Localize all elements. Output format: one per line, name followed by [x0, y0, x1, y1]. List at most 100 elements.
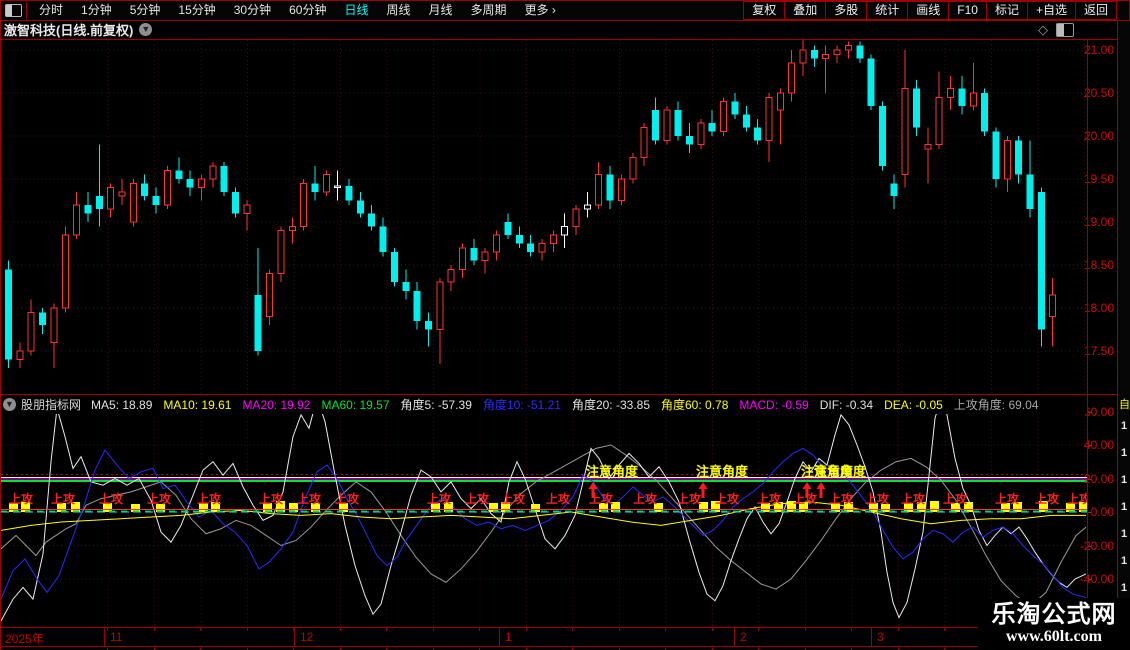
toolbar-button-返回[interactable]: 返回: [1074, 2, 1116, 19]
watermark-site-name: 乐淘公式网: [991, 601, 1117, 628]
month-separator: [104, 627, 105, 646]
price-tick-19.50: 19.50: [1083, 172, 1114, 186]
period-tab-周线[interactable]: 周线: [386, 3, 411, 17]
indicator-chart[interactable]: 上攻 上攻 上攻 上攻 上攻 上攻 上攻 上攻 上攻 上攻 上攻 上攻 上攻 上攻 上攻 上攻 上攻 上攻 上攻 上攻…: [1, 413, 1087, 627]
panel-divider-line: [0, 394, 1117, 395]
up-arrow-icon: [698, 482, 708, 498]
shanggong-label: 上攻: [51, 491, 76, 506]
toolbar-button-+自选[interactable]: +自选: [1026, 2, 1075, 19]
up-arrow-icon: [802, 482, 812, 498]
left-frame-line: [0, 0, 1, 650]
month-separator: [734, 627, 735, 646]
toolbar-button-画线[interactable]: 画线: [907, 2, 948, 19]
bottom-tick: [386, 648, 387, 650]
period-tab-1分钟[interactable]: 1分钟: [81, 3, 112, 17]
strip-digit: 1: [1121, 420, 1128, 432]
period-tab-30分钟[interactable]: 30分钟: [233, 3, 272, 17]
chart-top-line: [0, 39, 1117, 40]
shanggong-label: 上攻: [335, 491, 360, 506]
strip-digit: 1: [1121, 447, 1128, 459]
date-tick: [711, 627, 713, 631]
up-arrow-icon: [816, 482, 826, 498]
bottom-tick: [479, 648, 480, 650]
price-tick-18.00: 18.00: [1083, 301, 1114, 315]
toolbar-button-叠加[interactable]: 叠加: [784, 2, 825, 19]
date-label-month-2: 2: [740, 630, 747, 644]
indicator-tick-40.00: 40.00: [1083, 438, 1114, 452]
date-tick: [851, 627, 852, 631]
zhuyi-jiaodu-label: 注意角度: [814, 464, 867, 479]
date-tick: [479, 627, 480, 631]
shanggong-label: 上攻: [99, 491, 124, 506]
period-tab-15分钟[interactable]: 15分钟: [178, 3, 216, 17]
date-tick: [200, 627, 201, 631]
shanggong-label: 上攻: [546, 491, 571, 506]
date-label-year: 2025年: [5, 632, 44, 646]
main-candlestick-chart[interactable]: [1, 40, 1087, 394]
indicator-field-MA10: MA10: 19.61: [163, 397, 232, 412]
title-right-icons: ◇: [1038, 22, 1074, 38]
bottom-tick: [107, 648, 108, 650]
date-tick: [758, 627, 759, 631]
bottom-tick: [804, 648, 806, 650]
toolbar-button-复权[interactable]: 复权: [752, 3, 777, 17]
toolbar-button-多股[interactable]: 多股: [825, 2, 866, 19]
watermark-url: www.60lt.com: [1006, 628, 1102, 645]
period-tab-分时[interactable]: 分时: [39, 3, 64, 17]
bottom-tick: [851, 648, 852, 650]
period-tab-月线[interactable]: 月线: [428, 3, 453, 17]
date-label-month-11: 11: [110, 630, 123, 644]
indicator-field-MA5: MA5: 18.89: [91, 397, 153, 412]
date-tick: [339, 627, 341, 631]
chevron-down-icon[interactable]: ▼: [139, 23, 153, 36]
strip-digit: 1: [1121, 528, 1128, 540]
toolbar-button-统计[interactable]: 统计: [866, 2, 907, 19]
date-tick: [525, 627, 527, 631]
indicator-values: MA5: 18.89 MA10: 19.61 MA20: 19.92 MA60: 19…: [91, 396, 1049, 414]
indicator-chevron-icon[interactable]: ▼: [3, 398, 16, 411]
month-separator: [499, 627, 500, 646]
stock-title: 激智科技(日线.前复权): [4, 23, 134, 38]
date-tick: [386, 627, 387, 631]
date-tick: [665, 627, 666, 631]
top-toolbar: 分时 1分钟 5分钟 15分钟 30分钟 60分钟 日线 周线 月线 多周期 更多 › 复权 叠加 多股…: [0, 0, 1130, 21]
strip-digit: 1: [1121, 555, 1128, 567]
period-tab-日线[interactable]: 日线: [344, 3, 369, 17]
toolbar-button-F10[interactable]: F10: [948, 2, 986, 19]
price-tick-20.50: 20.50: [1083, 86, 1114, 100]
strip-digit: 1: [1121, 474, 1128, 486]
date-tick: [153, 627, 155, 631]
indicator-field-MACD: MACD: -0.59: [739, 397, 809, 412]
toolbar-button-标记[interactable]: 标记: [985, 2, 1027, 19]
shanggong-label: 上攻: [589, 491, 614, 506]
diamond-icon[interactable]: ◇: [1038, 22, 1048, 37]
up-arrow-icon: [588, 482, 598, 498]
indicator-field-MA20: MA20: 19.92: [242, 397, 311, 412]
date-tick: [944, 627, 945, 631]
shanggong-label: 上攻: [427, 491, 452, 506]
tick-dash: [1088, 411, 1092, 413]
indicator-field-MA60: MA60: 19.57: [321, 397, 390, 412]
date-tick: [618, 627, 620, 631]
strip-label: 自: [1119, 399, 1130, 411]
period-tab-更多 ›[interactable]: 更多 ›: [524, 3, 556, 17]
date-label-month-3: 3: [877, 630, 884, 644]
indicator-tick-20.00: 20.00: [1083, 471, 1114, 486]
shanggong-label: 上攻: [677, 491, 702, 506]
price-tick-19.00: 19.00: [1083, 215, 1114, 229]
month-separator: [871, 627, 872, 646]
panel-toggle-icon[interactable]: [5, 4, 22, 17]
date-axis-bottom-line: [0, 646, 1117, 647]
shanggong-label: 上攻: [147, 491, 172, 506]
tick-dash: [1088, 445, 1092, 446]
indicator-field-DEA: DEA: -0.05: [884, 397, 943, 412]
period-tab-5分钟[interactable]: 5分钟: [129, 3, 161, 17]
bottom-tick: [572, 648, 573, 650]
panel-layout-icon[interactable]: [1056, 23, 1074, 37]
period-tab-多周期[interactable]: 多周期: [470, 3, 507, 17]
period-tab-60分钟[interactable]: 60分钟: [289, 3, 327, 17]
indicator-field-上攻角度: 上攻角度: 69.04: [953, 397, 1039, 412]
date-tick: [572, 627, 573, 631]
price-tick-21.00: 21.00: [1083, 43, 1114, 57]
shanggong-label: 上攻: [297, 491, 322, 506]
